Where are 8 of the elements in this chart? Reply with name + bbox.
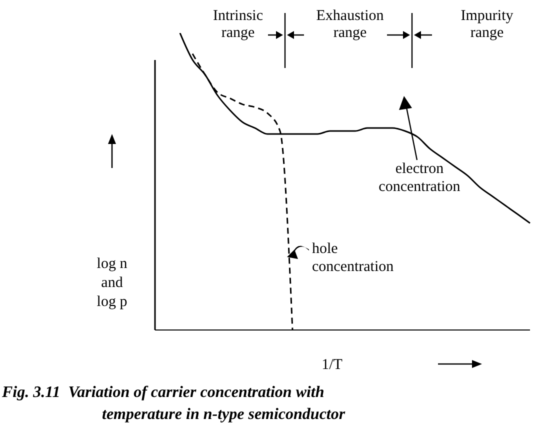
x-axis-title: 1/T [322,357,342,373]
y-axis-title: log n and log p [96,255,128,312]
caption: Fig. 3.11 Variation of carrier concentration with temperature in n-type semiconductor [2,383,346,425]
annotation: Exhaustion range [315,8,385,42]
legend-label: hole concentration [312,240,395,276]
annotation: Intrinsic range [212,8,264,42]
annotation: Impurity range [460,8,514,42]
series-label: electron concentration [378,160,462,196]
